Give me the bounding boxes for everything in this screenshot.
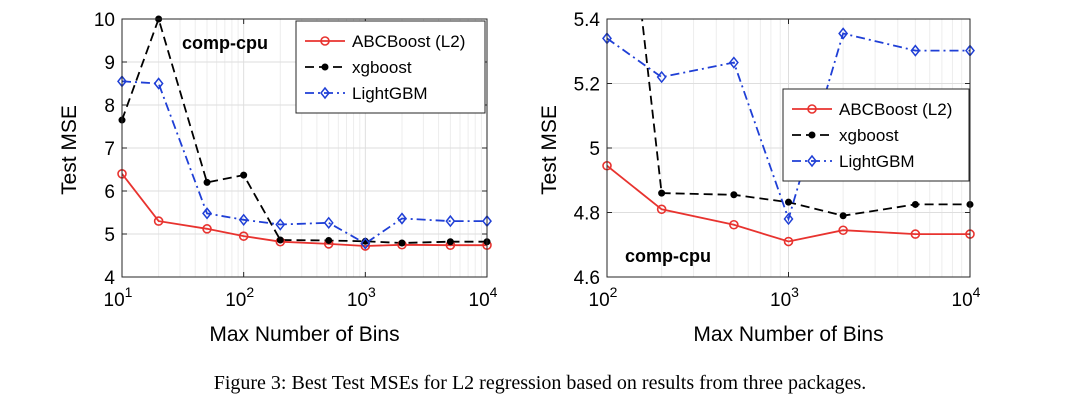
data-point bbox=[446, 238, 454, 246]
y-tick-label: 6 bbox=[104, 182, 115, 203]
data-point bbox=[153, 216, 164, 226]
y-tick-label: 4.8 bbox=[574, 204, 600, 225]
data-point bbox=[910, 229, 921, 239]
data-point bbox=[238, 231, 249, 241]
y-tick-label: 9 bbox=[104, 53, 115, 74]
data-point bbox=[728, 56, 739, 69]
legend-marker bbox=[320, 86, 330, 100]
legend-label: ABCBoost (L2) bbox=[839, 100, 952, 119]
data-point bbox=[240, 171, 248, 179]
x-axis-label: Max Number of Bins bbox=[209, 323, 399, 346]
y-tick-label: 4.6 bbox=[574, 268, 600, 289]
x-tick-label: 103 bbox=[770, 284, 799, 311]
x-tick-label: 102 bbox=[589, 284, 618, 311]
data-point bbox=[730, 191, 738, 199]
x-tick-label: 104 bbox=[952, 284, 981, 311]
series-line-abcboost-l2- bbox=[122, 173, 487, 247]
x-tick-label: 103 bbox=[347, 284, 376, 311]
y-axis-label: Test MSE bbox=[538, 105, 561, 195]
data-point bbox=[153, 77, 164, 90]
data-point bbox=[783, 236, 794, 247]
data-point bbox=[838, 225, 848, 236]
data-point bbox=[325, 236, 333, 244]
legend-marker bbox=[321, 63, 329, 71]
legend-marker bbox=[320, 36, 330, 46]
chart-right: 102 103 104 4.6 4.8 5 5.2 5.4 Max Number of Bins… bbox=[538, 10, 981, 346]
data-point bbox=[838, 27, 849, 40]
data-point bbox=[203, 178, 211, 186]
legend-marker bbox=[807, 104, 817, 114]
legend-label: ABCBoost (L2) bbox=[352, 32, 465, 51]
x-tick-label: 102 bbox=[225, 284, 254, 311]
x-axis-label: Max Number of Bins bbox=[693, 323, 883, 346]
legend-label: LightGBM bbox=[352, 84, 428, 103]
y-tick-label: 5.2 bbox=[574, 75, 600, 96]
series-line-xgboost bbox=[122, 19, 487, 244]
figure-caption: Figure 3: Best Test MSEs for L2 regressi… bbox=[213, 372, 867, 394]
data-point bbox=[656, 70, 667, 84]
data-point bbox=[238, 213, 249, 227]
series-line-abcboost-l2- bbox=[607, 164, 970, 243]
x-tick-label: 104 bbox=[469, 284, 498, 311]
data-point bbox=[202, 207, 213, 220]
data-point bbox=[910, 44, 921, 57]
y-tick-label: 5 bbox=[104, 225, 115, 246]
legend-label: LightGBM bbox=[839, 152, 915, 171]
y-axis-label: Test MSE bbox=[58, 105, 81, 195]
data-point bbox=[839, 212, 847, 220]
annotation-label: comp-cpu bbox=[182, 33, 268, 53]
y-tick-label: 10 bbox=[94, 10, 115, 31]
legend-marker bbox=[807, 154, 817, 168]
series-line-lightgbm bbox=[122, 80, 487, 245]
data-point bbox=[360, 237, 371, 250]
chart-left: 101 102 103 104 4 5 6 7 8 9 10 Max Number of Bins Te… bbox=[58, 10, 498, 346]
data-point bbox=[202, 224, 212, 234]
data-point bbox=[275, 218, 286, 231]
data-point bbox=[911, 200, 919, 208]
y-tick-label: 5.4 bbox=[574, 10, 601, 31]
data-point bbox=[323, 216, 334, 230]
data-point bbox=[398, 239, 406, 247]
data-point bbox=[276, 236, 284, 244]
y-tick-label: 8 bbox=[104, 96, 115, 117]
data-point bbox=[729, 219, 739, 230]
annotation-label: comp-cpu bbox=[625, 246, 711, 266]
data-point bbox=[785, 198, 792, 206]
legend-label: xgboost bbox=[839, 126, 899, 145]
y-tick-label: 4 bbox=[104, 268, 115, 289]
y-tick-label: 7 bbox=[104, 139, 115, 160]
legend-marker bbox=[808, 131, 816, 139]
legend-label: xgboost bbox=[352, 58, 412, 77]
figure-canvas: 101 102 103 104 4 5 6 7 8 9 10 Max Number of Bins Te… bbox=[58, 10, 981, 346]
plot-area bbox=[122, 19, 487, 247]
data-point bbox=[396, 212, 407, 225]
x-tick-label: 101 bbox=[104, 284, 133, 311]
data-point bbox=[783, 212, 794, 226]
series-line-lightgbm bbox=[607, 32, 970, 222]
data-point bbox=[656, 204, 667, 215]
data-point bbox=[445, 214, 456, 228]
y-tick-label: 5 bbox=[589, 139, 600, 160]
data-point bbox=[658, 189, 666, 197]
